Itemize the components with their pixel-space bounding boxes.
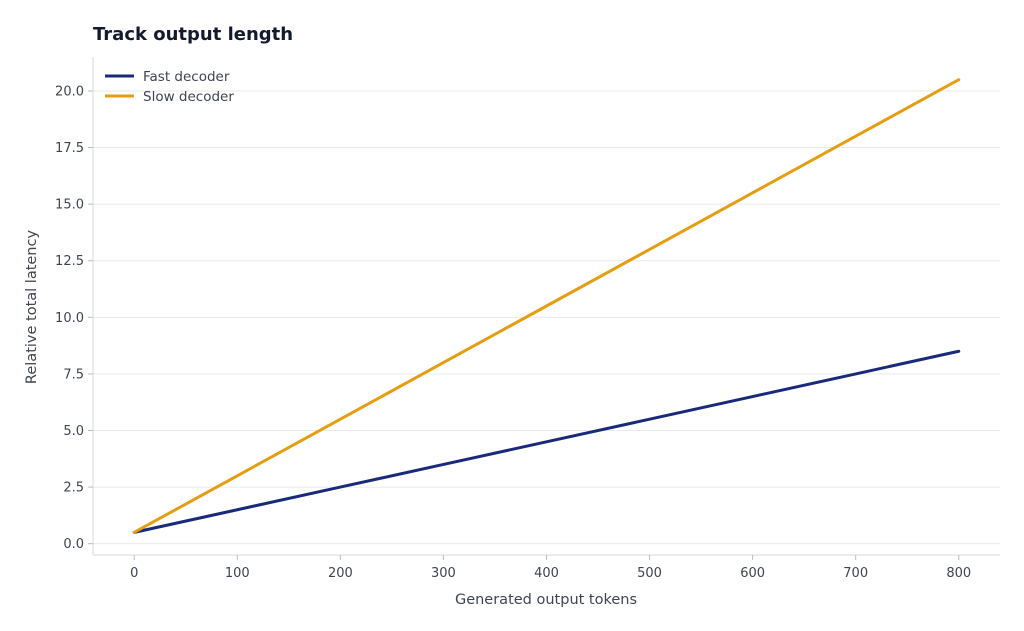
tick-labels: 0.0 2.5 5.0 7.5 10.0 12.5 15.0 17.5 20.0 0 100 200 3… xyxy=(55,84,971,581)
y-tick-label-7: 17.5 xyxy=(55,141,84,156)
legend-label-slow-decoder: Slow decoder xyxy=(143,89,234,105)
x-tick-label-0: 0 xyxy=(130,566,138,581)
x-tick-label-5: 500 xyxy=(637,566,662,581)
x-axis-label: Generated output tokens xyxy=(455,592,637,608)
y-axis-label: Relative total latency xyxy=(24,230,40,385)
y-tick-label-3: 7.5 xyxy=(63,367,84,382)
y-tick-label-6: 15.0 xyxy=(55,198,84,213)
x-tick-label-3: 300 xyxy=(431,566,456,581)
y-tick-label-8: 20.0 xyxy=(55,84,84,99)
grid-lines xyxy=(93,90,1000,545)
y-tick-label-4: 10.0 xyxy=(55,311,84,326)
x-tick-label-8: 800 xyxy=(946,566,971,581)
x-tick-label-7: 700 xyxy=(843,566,868,581)
series-lines xyxy=(132,78,961,534)
series-line-slow-decoder xyxy=(132,78,961,534)
y-tick-label-1: 2.5 xyxy=(63,481,84,496)
legend-label-fast-decoder: Fast decoder xyxy=(143,69,230,85)
y-tick-label-5: 12.5 xyxy=(55,254,84,269)
x-tick-label-4: 400 xyxy=(534,566,559,581)
y-tick-label-0: 0.0 xyxy=(63,537,84,552)
chart-title: Track output length xyxy=(93,24,293,45)
x-tick-label-2: 200 xyxy=(328,566,353,581)
series-line-fast-decoder xyxy=(132,349,961,534)
x-tick-label-6: 600 xyxy=(740,566,765,581)
x-tick-label-1: 100 xyxy=(225,566,250,581)
legend: Fast decoder Slow decoder xyxy=(105,69,234,105)
y-tick-label-2: 5.0 xyxy=(63,424,84,439)
